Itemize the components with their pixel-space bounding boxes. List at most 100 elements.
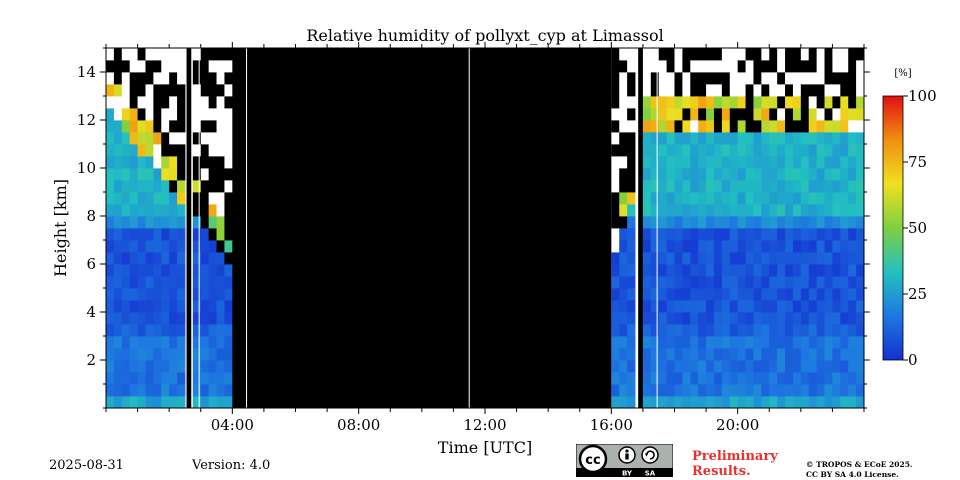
heatmap-cell (658, 288, 668, 301)
heatmap-cell (706, 360, 715, 373)
heatmap-cell (856, 300, 865, 313)
heatmap-cell (713, 264, 723, 277)
heatmap-cell (745, 72, 754, 85)
heatmap-cell (106, 384, 115, 397)
heatmap-cell (161, 132, 170, 145)
heatmap-cell (666, 192, 675, 205)
heatmap-cell (627, 84, 636, 97)
heatmap-cell (208, 348, 217, 361)
heatmap-cell (611, 120, 620, 133)
heatmap-cell (848, 132, 857, 145)
heatmap-cell (777, 84, 786, 97)
heatmap-cell (816, 324, 825, 337)
heatmap-cell (619, 120, 628, 133)
heatmap-cell (200, 132, 210, 145)
heatmap-cell (713, 168, 723, 181)
heatmap-cell (848, 240, 857, 253)
heatmap-cell (745, 120, 754, 133)
heatmap-cell (753, 300, 762, 313)
heatmap-cell (121, 72, 131, 85)
heatmap-cell (698, 156, 707, 169)
heatmap-cell (113, 132, 123, 145)
heatmap-cell (192, 348, 202, 361)
heatmap-cell (169, 108, 178, 121)
heatmap-cell (856, 96, 865, 109)
heatmap-cell (216, 252, 225, 265)
heatmap-cell (690, 336, 699, 349)
colorbar-scale (882, 95, 904, 361)
heatmap-cell (642, 108, 652, 121)
heatmap-cell (848, 84, 857, 97)
heatmap-cell (192, 240, 202, 253)
heatmap-cell (840, 144, 849, 157)
heatmap-cell (216, 60, 225, 73)
heatmap-cell (658, 96, 668, 109)
heatmap-cell (800, 360, 810, 373)
heatmap-cell (169, 396, 178, 409)
heatmap-cell (153, 132, 162, 145)
heatmap-cell (737, 348, 746, 361)
heatmap-cell (824, 372, 833, 385)
heatmap-cell (706, 276, 715, 289)
heatmap-cell (145, 324, 154, 337)
heatmap-cell (800, 276, 810, 289)
heatmap-cell (856, 324, 865, 337)
heatmap-cell (106, 216, 115, 229)
heatmap-cell (129, 360, 138, 373)
heatmap-cell (642, 72, 652, 85)
heatmap-cell (642, 336, 652, 349)
heatmap-cell (800, 168, 810, 181)
heatmap-cell (713, 324, 723, 337)
heatmap-cell (121, 264, 131, 277)
heatmap-cell (224, 240, 233, 253)
heatmap-cell (753, 216, 762, 229)
heatmap-cell (145, 108, 154, 121)
heatmap-cell (729, 360, 739, 373)
heatmap-cell (129, 252, 138, 265)
heatmap-cell (840, 156, 849, 169)
heatmap-cell (769, 372, 778, 385)
heatmap-cell (856, 84, 865, 97)
by-label: BY (622, 470, 633, 478)
heatmap-cell (698, 72, 707, 85)
heatmap-cell (856, 288, 865, 301)
heatmap-cell (642, 60, 652, 73)
heatmap-cell (792, 48, 802, 61)
y-axis: 2 4 6 8 10 12 14 (77, 47, 870, 409)
heatmap-cell (808, 228, 818, 241)
heatmap-cell (808, 48, 818, 61)
heatmap-cell (690, 228, 699, 241)
heatmap-cell (721, 204, 731, 217)
heatmap-cell (619, 48, 628, 61)
heatmap-cell (611, 60, 620, 73)
heatmap-cell (737, 240, 746, 253)
heatmap-cell (832, 312, 841, 325)
heatmap-cell (706, 156, 715, 169)
heatmap-cell (106, 324, 115, 337)
gap-lines (198, 48, 658, 408)
heatmap-cell (224, 384, 233, 397)
heatmap-cell (177, 348, 186, 361)
heatmap-cell (753, 240, 762, 253)
heatmap-cell (153, 240, 162, 253)
heatmap-cell (848, 48, 857, 61)
heatmap-cell (808, 60, 818, 73)
heatmap-cell (682, 288, 691, 301)
heatmap-cell (761, 336, 770, 349)
heatmap-cell (666, 48, 675, 61)
heatmap-cell (121, 276, 131, 289)
date-label: 2025-08-31 (49, 458, 124, 473)
heatmap-cell (713, 348, 723, 361)
heatmap-cell (706, 336, 715, 349)
heatmap-cell (706, 72, 715, 85)
y-tick-label: 4 (86, 303, 96, 321)
heatmap-cell (650, 108, 660, 121)
heatmap-cell (169, 312, 178, 325)
heatmap-cell (848, 324, 857, 337)
heatmap-cell (153, 60, 162, 73)
heatmap-cell (106, 168, 115, 181)
heatmap-cell (792, 96, 802, 109)
heatmap-cell (153, 204, 162, 217)
heatmap-cell (848, 360, 857, 373)
heatmap-cell (721, 348, 731, 361)
